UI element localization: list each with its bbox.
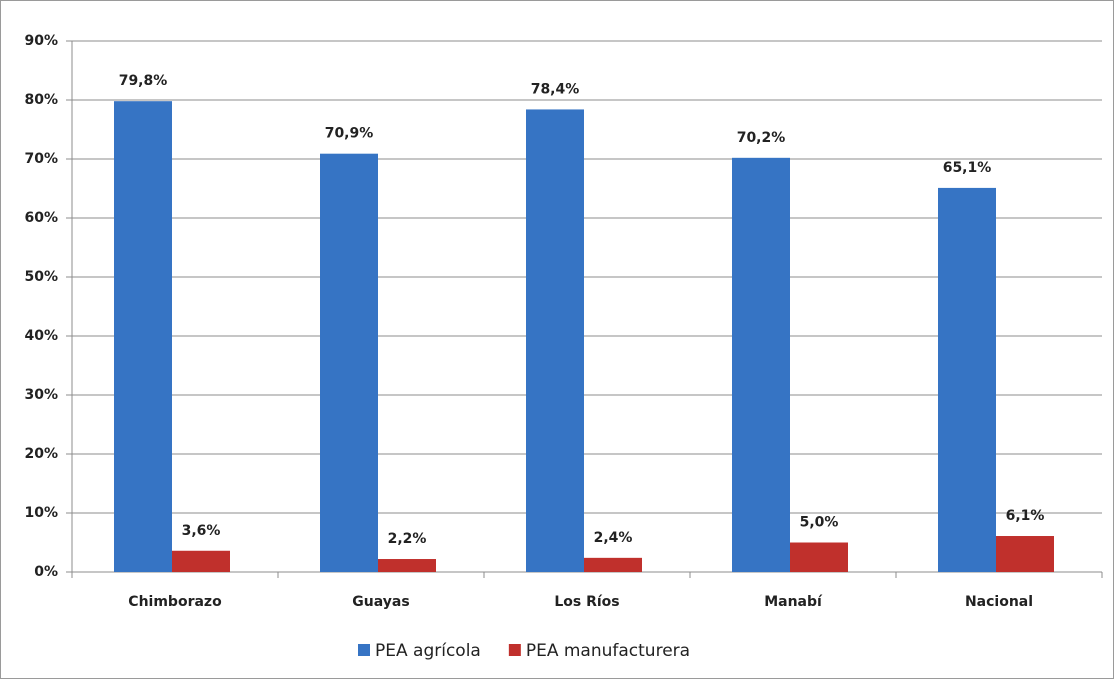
value-label: 70,2% bbox=[737, 130, 786, 146]
y-tick-label: 0% bbox=[34, 564, 58, 580]
bar bbox=[320, 153, 378, 572]
legend-swatch bbox=[358, 644, 370, 656]
value-label: 65,1% bbox=[943, 160, 992, 176]
x-tick-label: Los Ríos bbox=[554, 594, 619, 610]
legend-swatch bbox=[508, 644, 521, 656]
y-tick-label: 70% bbox=[24, 151, 58, 167]
bar bbox=[996, 536, 1054, 572]
bar bbox=[938, 187, 996, 572]
y-tick-label: 90% bbox=[24, 33, 58, 49]
bar bbox=[732, 157, 790, 572]
bar bbox=[584, 557, 642, 572]
value-label: 2,2% bbox=[388, 531, 427, 547]
y-tick-label: 80% bbox=[24, 92, 58, 108]
legend-label: PEA agrícola bbox=[375, 641, 481, 661]
bar bbox=[526, 109, 584, 572]
bar bbox=[114, 101, 172, 573]
value-label: 2,4% bbox=[594, 530, 633, 546]
x-tick-label: Nacional bbox=[965, 594, 1033, 610]
y-tick-label: 60% bbox=[24, 210, 58, 226]
value-label: 79,8% bbox=[119, 73, 168, 89]
y-tick-label: 50% bbox=[24, 269, 58, 285]
bar bbox=[172, 550, 230, 572]
value-label: 5,0% bbox=[800, 515, 839, 531]
x-tick-label: Manabí bbox=[764, 594, 823, 610]
y-tick-label: 40% bbox=[24, 328, 58, 344]
x-tick-label: Chimborazo bbox=[128, 594, 222, 610]
value-label: 78,4% bbox=[531, 81, 580, 97]
legend-label: PEA manufacturera bbox=[526, 641, 690, 661]
y-tick-label: 20% bbox=[24, 446, 58, 462]
y-tick-label: 30% bbox=[24, 387, 58, 403]
bar bbox=[790, 542, 848, 572]
x-tick-label: Guayas bbox=[352, 594, 409, 610]
y-tick-label: 10% bbox=[24, 505, 58, 521]
value-label: 3,6% bbox=[182, 523, 221, 539]
bar bbox=[378, 559, 436, 572]
value-label: 6,1% bbox=[1006, 508, 1045, 524]
value-label: 70,9% bbox=[325, 126, 374, 142]
